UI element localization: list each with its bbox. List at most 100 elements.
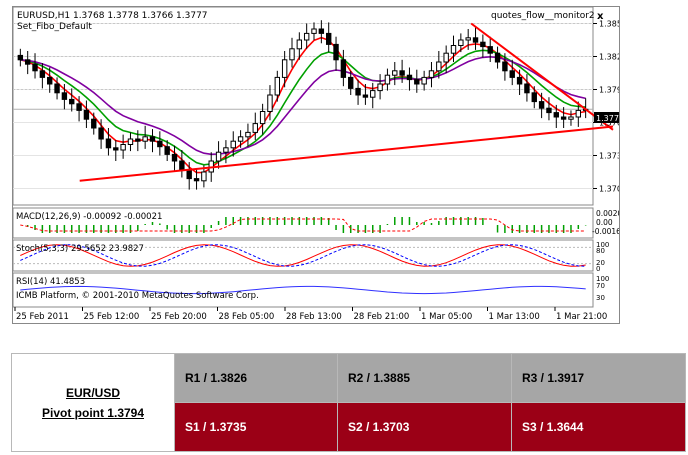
stoch-scale-100: 100 <box>596 241 609 249</box>
candle-body <box>127 138 134 145</box>
support-2: S2 / 1.3703 <box>337 402 512 452</box>
candle-body <box>348 76 354 89</box>
candle-body <box>17 54 24 61</box>
candle-body <box>546 107 552 114</box>
candle-body <box>538 101 545 109</box>
candle-body <box>274 76 281 96</box>
candle-body <box>259 111 266 125</box>
trendline <box>470 22 614 131</box>
pair-link[interactable]: EUR/USD <box>65 385 120 400</box>
candle-body <box>91 118 97 129</box>
candle-body <box>487 46 493 54</box>
candle-body <box>267 94 273 112</box>
candle-body <box>149 136 156 142</box>
candle-body <box>560 116 567 120</box>
close-icon[interactable]: x <box>597 11 604 22</box>
candlesticks[interactable] <box>17 20 589 190</box>
candle-body <box>98 127 104 140</box>
macd-scale-top: 0.00201 <box>596 209 619 218</box>
candle-body <box>524 83 530 94</box>
current-price-tag <box>594 112 620 123</box>
candle-body <box>47 76 53 85</box>
candle-body <box>76 103 82 111</box>
candle-body <box>436 61 442 72</box>
trendlines[interactable] <box>79 22 614 182</box>
time-label: 25 Feb 12:00 <box>84 312 140 322</box>
candle-body <box>303 32 310 41</box>
platform-label: ICMB Platform, © 2001-2010 MetaQuotes So… <box>16 291 259 301</box>
time-label: 1 Mar 21:00 <box>556 312 607 322</box>
candle-body <box>135 138 141 142</box>
rsi-line <box>20 285 586 295</box>
candle-body <box>164 146 170 155</box>
price-label: 1.3735 <box>599 152 619 161</box>
candle-body <box>142 136 148 142</box>
macd-label: MACD(12,26,9) -0.00092 -0.00021 <box>16 212 162 222</box>
stoch-k-line <box>20 244 586 267</box>
trendline <box>79 125 614 182</box>
rsi-scale-70: 70 <box>596 282 605 290</box>
time-label: 1 Mar 13:00 <box>489 312 540 322</box>
resistance-1: R1 / 1.3826 <box>174 353 338 403</box>
rsi-scale-100: 100 <box>596 275 609 283</box>
candle-body <box>318 28 325 34</box>
candle-body <box>421 76 427 85</box>
resistance-2: R2 / 1.3885 <box>337 353 512 403</box>
macd-pane <box>12 207 594 239</box>
chart-canvas[interactable]: 1.38551.38251.37951.37651.37351.3705 EUR… <box>12 6 627 323</box>
candle-body <box>502 61 508 72</box>
candle-body <box>193 178 200 182</box>
stoch-scale-20: 20 <box>596 259 605 267</box>
time-label: 28 Feb 05:00 <box>219 312 275 322</box>
price-chart[interactable]: 1.38551.38251.37951.37651.37351.3705 EUR… <box>12 6 627 324</box>
candle-body <box>157 140 163 148</box>
candle-body <box>54 83 60 94</box>
candle-body <box>443 52 449 63</box>
support-3: S3 / 1.3644 <box>511 402 686 452</box>
candle-body <box>384 74 391 85</box>
candle-body <box>69 98 75 105</box>
pivot-table: EUR/USD Pivot point 1.3794 R1 / 1.3826 R… <box>11 353 686 452</box>
candle-body <box>428 70 435 78</box>
candle-body <box>230 140 236 149</box>
pivot-point-link[interactable]: Pivot point 1.3794 <box>41 405 145 420</box>
candle-body <box>362 94 369 98</box>
macd-histogram <box>20 217 587 233</box>
candle-body <box>399 70 405 76</box>
time-label: 1 Mar 05:00 <box>421 312 472 322</box>
candle-body <box>83 109 90 120</box>
candle-body <box>61 92 68 100</box>
time-label: 28 Feb 13:00 <box>286 312 342 322</box>
candle-body <box>245 131 251 138</box>
candle-body <box>237 136 244 142</box>
stoch-scale-80: 80 <box>596 247 605 255</box>
time-label: 25 Feb 20:00 <box>151 312 207 322</box>
candle-body <box>516 76 523 85</box>
time-label: 25 Feb 2011 <box>16 312 69 322</box>
stoch-d-line <box>20 244 586 267</box>
candle-body <box>223 147 229 153</box>
candle-body <box>392 70 398 76</box>
pair-cell: EUR/USD Pivot point 1.3794 <box>11 353 175 452</box>
candle-body <box>472 37 479 43</box>
price-label: 1.3825 <box>599 53 619 62</box>
time-axis: 25 Feb 2011 25 Feb 12:00 25 Feb 20:00 28 Fe… <box>14 307 607 322</box>
candle-body <box>171 153 178 162</box>
candle-body <box>289 48 295 61</box>
price-label: 1.3795 <box>599 86 619 95</box>
fibo-levels <box>13 23 593 110</box>
time-label: 28 Feb 21:00 <box>354 312 410 322</box>
indicator-window-title: quotes_flow__monitor2 <box>491 11 595 21</box>
current-price-label: 1.3777 <box>596 114 619 123</box>
price-label: 1.3705 <box>599 185 619 194</box>
support-1: S1 / 1.3735 <box>174 402 338 452</box>
moving-average-line <box>20 55 586 156</box>
price-label: 1.3855 <box>599 20 619 29</box>
candle-body <box>24 59 31 65</box>
candle-body <box>509 70 515 78</box>
candle-body <box>32 63 38 72</box>
candle-body <box>377 83 383 92</box>
candle-body <box>186 169 192 180</box>
macd-scale-zero: 0.00 <box>596 218 613 227</box>
rsi-pane <box>12 272 594 308</box>
